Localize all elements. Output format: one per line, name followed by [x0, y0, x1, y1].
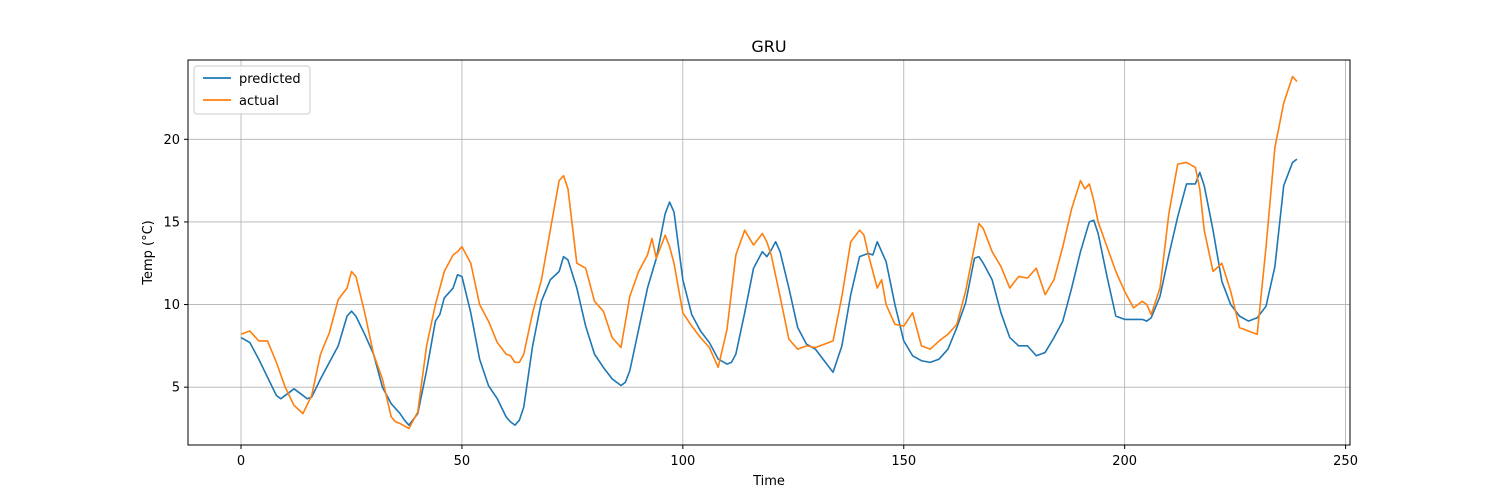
grid-lines — [188, 60, 1350, 445]
x-tick-label: 0 — [237, 454, 245, 469]
y-tick-label: 15 — [163, 215, 180, 230]
x-tick-label: 100 — [670, 454, 695, 469]
chart-title: GRU — [751, 37, 786, 56]
series-line-predicted — [240, 158, 1298, 426]
legend-label-predicted: predicted — [239, 72, 301, 87]
x-tick-label: 150 — [891, 454, 916, 469]
series-line-actual — [240, 75, 1298, 430]
x-tick-label: 200 — [1112, 454, 1137, 469]
x-tick-label: 250 — [1333, 454, 1358, 469]
y-axis-label: Temp (°C) — [141, 220, 156, 286]
plot-frame — [187, 59, 1351, 446]
y-tick-label: 10 — [163, 298, 180, 313]
x-tick-label: 50 — [454, 454, 471, 469]
x-axis-label: Time — [752, 474, 785, 489]
y-tick-label: 20 — [163, 133, 180, 148]
legend: predicted actual — [193, 65, 311, 115]
series-lines — [240, 75, 1298, 430]
legend-label-actual: actual — [239, 94, 279, 109]
axis-ticks: 0 50 100 150 200 250 5 10 15 20 — [163, 133, 1358, 469]
y-tick-label: 5 — [172, 381, 180, 396]
